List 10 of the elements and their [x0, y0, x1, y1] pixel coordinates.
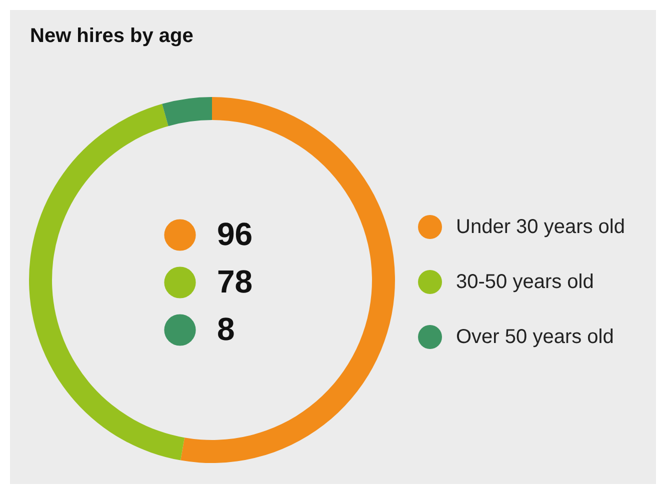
chart-title: New hires by age — [30, 25, 194, 47]
donut-slice — [29, 104, 185, 460]
legend-label: Over 50 years old — [456, 326, 614, 348]
data-label: 78 — [217, 264, 253, 300]
data-label: 96 — [217, 216, 253, 252]
legend-label: Under 30 years old — [456, 216, 625, 238]
legend-label: 30-50 years old — [456, 271, 594, 293]
donut-slice — [162, 97, 212, 126]
data-label: 8 — [217, 311, 235, 347]
donut-slice — [180, 97, 395, 463]
